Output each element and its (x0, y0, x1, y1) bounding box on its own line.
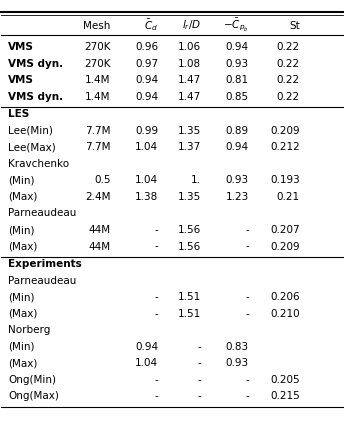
Text: Parneaudeau: Parneaudeau (8, 208, 77, 218)
Text: -: - (154, 292, 158, 302)
Text: 1.04: 1.04 (135, 176, 158, 185)
Text: 0.22: 0.22 (277, 75, 300, 85)
Text: $-\bar{C}_{p_b}$: $-\bar{C}_{p_b}$ (223, 17, 249, 34)
Text: 0.205: 0.205 (270, 375, 300, 385)
Text: (Max): (Max) (8, 192, 37, 202)
Text: $l_r/D$: $l_r/D$ (182, 19, 201, 32)
Text: 0.94: 0.94 (135, 342, 158, 352)
Text: 0.89: 0.89 (226, 126, 249, 136)
Text: 1.4M: 1.4M (85, 75, 110, 85)
Text: Ong(Max): Ong(Max) (8, 392, 59, 402)
Text: $\bar{C}_d$: $\bar{C}_d$ (144, 18, 158, 34)
Text: 1.51: 1.51 (178, 309, 201, 319)
Text: 0.81: 0.81 (226, 75, 249, 85)
Text: 0.99: 0.99 (135, 126, 158, 136)
Text: VMS dyn.: VMS dyn. (8, 59, 63, 69)
Text: -: - (197, 392, 201, 402)
Text: -: - (154, 392, 158, 402)
Text: Experiments: Experiments (8, 259, 82, 269)
Text: 1.56: 1.56 (178, 225, 201, 235)
Text: VMS: VMS (8, 42, 34, 52)
Text: 1.08: 1.08 (178, 59, 201, 69)
Text: 0.93: 0.93 (226, 59, 249, 69)
Text: -: - (245, 225, 249, 235)
Text: 44M: 44M (88, 225, 110, 235)
Text: 0.5: 0.5 (94, 176, 110, 185)
Text: 1.06: 1.06 (178, 42, 201, 52)
Text: -: - (154, 225, 158, 235)
Text: 0.85: 0.85 (226, 92, 249, 102)
Text: (Max): (Max) (8, 242, 37, 252)
Text: VMS: VMS (8, 75, 34, 85)
Text: 0.206: 0.206 (270, 292, 300, 302)
Text: 0.94: 0.94 (135, 92, 158, 102)
Text: (Min): (Min) (8, 225, 35, 235)
Text: 0.97: 0.97 (135, 59, 158, 69)
Text: 0.209: 0.209 (270, 242, 300, 252)
Text: (Max): (Max) (8, 309, 37, 319)
Text: 2.4M: 2.4M (85, 192, 110, 202)
Text: 0.22: 0.22 (277, 42, 300, 52)
Text: 0.21: 0.21 (277, 192, 300, 202)
Text: 0.212: 0.212 (270, 142, 300, 152)
Text: 44M: 44M (88, 242, 110, 252)
Text: LES: LES (8, 109, 30, 119)
Text: 0.83: 0.83 (226, 342, 249, 352)
Text: -: - (154, 309, 158, 319)
Text: 0.215: 0.215 (270, 392, 300, 402)
Text: 0.96: 0.96 (135, 42, 158, 52)
Text: 0.22: 0.22 (277, 59, 300, 69)
Text: 1.47: 1.47 (178, 92, 201, 102)
Text: 1.04: 1.04 (135, 142, 158, 152)
Text: (Min): (Min) (8, 342, 35, 352)
Text: 0.94: 0.94 (135, 75, 158, 85)
Text: 1.38: 1.38 (135, 192, 158, 202)
Text: 1.37: 1.37 (178, 142, 201, 152)
Text: Ong(Min): Ong(Min) (8, 375, 56, 385)
Text: Lee(Min): Lee(Min) (8, 126, 53, 136)
Text: 270K: 270K (84, 59, 110, 69)
Text: 1.56: 1.56 (178, 242, 201, 252)
Text: 1.04: 1.04 (135, 358, 158, 368)
Text: Lee(Max): Lee(Max) (8, 142, 56, 152)
Text: 1.35: 1.35 (178, 126, 201, 136)
Text: (Max): (Max) (8, 358, 37, 368)
Text: 1.4M: 1.4M (85, 92, 110, 102)
Text: 1.23: 1.23 (226, 192, 249, 202)
Text: (Min): (Min) (8, 292, 35, 302)
Text: -: - (197, 358, 201, 368)
Text: 0.93: 0.93 (226, 358, 249, 368)
Text: (Min): (Min) (8, 176, 35, 185)
Text: 7.7M: 7.7M (85, 142, 110, 152)
Text: -: - (245, 309, 249, 319)
Text: Parneaudeau: Parneaudeau (8, 275, 77, 285)
Text: -: - (245, 392, 249, 402)
Text: Norberg: Norberg (8, 325, 51, 335)
Text: 0.22: 0.22 (277, 92, 300, 102)
Text: -: - (154, 242, 158, 252)
Text: 0.94: 0.94 (226, 142, 249, 152)
Text: 0.209: 0.209 (270, 126, 300, 136)
Text: 1.: 1. (191, 176, 201, 185)
Text: 0.93: 0.93 (226, 176, 249, 185)
Text: 270K: 270K (84, 42, 110, 52)
Text: Mesh: Mesh (83, 21, 110, 31)
Text: Kravchenko: Kravchenko (8, 159, 69, 169)
Text: 0.210: 0.210 (270, 309, 300, 319)
Text: -: - (245, 242, 249, 252)
Text: VMS dyn.: VMS dyn. (8, 92, 63, 102)
Text: 0.207: 0.207 (270, 225, 300, 235)
Text: -: - (154, 375, 158, 385)
Text: -: - (197, 342, 201, 352)
Text: -: - (245, 292, 249, 302)
Text: 0.193: 0.193 (270, 176, 300, 185)
Text: 1.51: 1.51 (178, 292, 201, 302)
Text: -: - (197, 375, 201, 385)
Text: 1.35: 1.35 (178, 192, 201, 202)
Text: -: - (245, 375, 249, 385)
Text: 0.94: 0.94 (226, 42, 249, 52)
Text: 7.7M: 7.7M (85, 126, 110, 136)
Text: St: St (289, 21, 300, 31)
Text: 1.47: 1.47 (178, 75, 201, 85)
